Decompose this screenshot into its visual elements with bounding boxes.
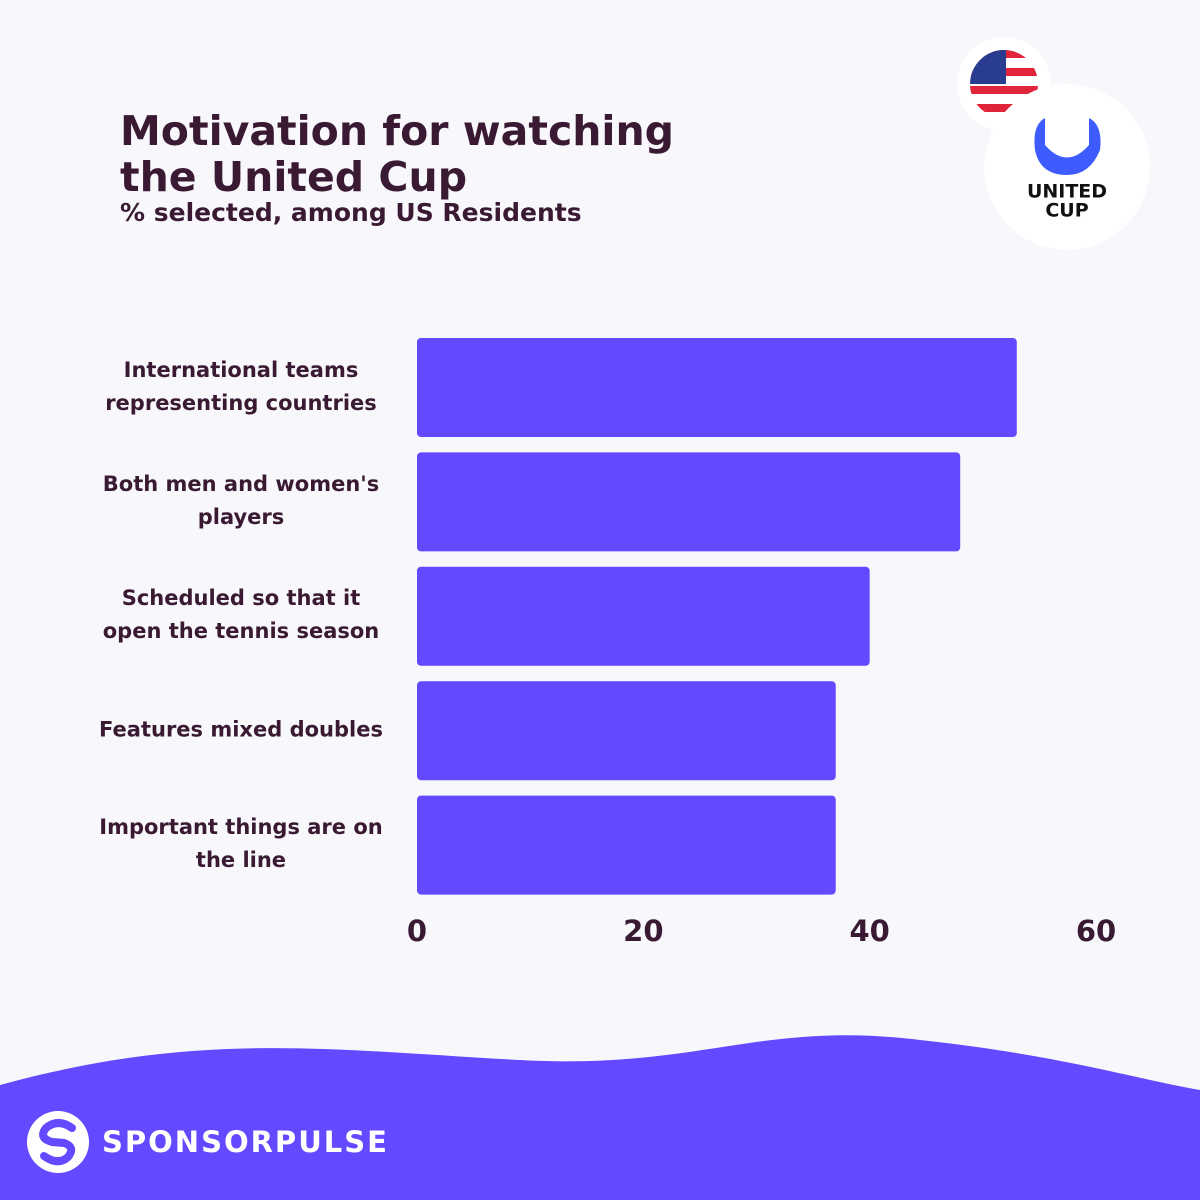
bar <box>417 566 870 666</box>
logo-text: UNITED <box>1027 181 1107 203</box>
footer-wave <box>0 1035 1200 1200</box>
logo-text: CUP <box>1045 200 1088 222</box>
category-label: Important things are on the line <box>99 815 383 873</box>
category-label: International teams representing countri… <box>105 357 377 415</box>
bar <box>417 681 836 781</box>
x-tick-label: 0 <box>407 914 427 948</box>
chart-subtitle: % selected, among US Residents <box>120 198 582 227</box>
category-label: Features mixed doubles <box>99 717 383 742</box>
chart-title: Motivation for watching the United Cup <box>120 107 675 201</box>
bar <box>417 452 961 552</box>
logo-mark <box>1034 118 1101 175</box>
x-tick-label: 40 <box>849 914 889 948</box>
x-tick-label: 20 <box>623 914 663 948</box>
brand-name: SPONSORPULSE <box>102 1125 389 1159</box>
bar <box>417 338 1017 437</box>
x-tick-label: 60 <box>1076 914 1116 948</box>
brand-logo-mark <box>39 1119 76 1166</box>
bar <box>417 795 836 895</box>
category-label: Scheduled so that it open the tennis sea… <box>102 586 380 644</box>
category-label: Both men and women's players <box>102 471 380 529</box>
